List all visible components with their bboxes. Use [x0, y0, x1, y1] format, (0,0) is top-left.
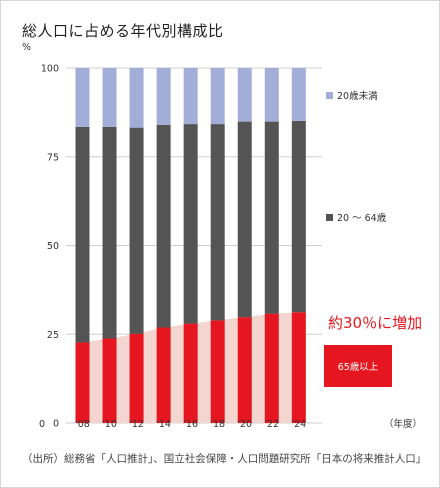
bar-65plus-18	[210, 320, 225, 423]
bar-65plus-16	[183, 323, 198, 423]
x-tick-label: '18	[210, 419, 225, 430]
legend-swatch-20-64	[326, 214, 333, 221]
y-axis-unit: %	[22, 42, 31, 53]
bar-20-64-20	[237, 121, 252, 318]
bar-20-64-18	[210, 124, 225, 321]
bar-65plus-12	[129, 333, 144, 423]
y-axis: 0 25 50 75 100%	[22, 42, 59, 430]
y-tick-label: 25	[47, 330, 59, 341]
chart-title: 総人口に占める年代別構成比	[22, 22, 224, 40]
bar-20-64-12	[129, 127, 144, 334]
x-tick-label: '10	[102, 419, 117, 430]
annotation-text: 約30％に増加	[328, 314, 422, 332]
legend-label-under20: 20歳未満	[337, 90, 378, 102]
x-axis-unit: （年度）	[384, 418, 422, 430]
bar-20-64-24	[291, 120, 306, 313]
annotation-group: 約30％に増加 65歳以上	[324, 314, 422, 387]
x-axis: 0 '08 '10 '12 '14 '16 '18 '20 '22 '24 （年度）	[39, 418, 422, 430]
bar-65plus-14	[156, 327, 171, 423]
x-tick-label: '12	[129, 419, 144, 430]
y-tick-label: 75	[47, 152, 59, 163]
bar-65plus-10	[102, 338, 117, 423]
bar-under20-18	[210, 68, 225, 125]
bar-under20-16	[183, 68, 198, 125]
legend: 20歳未満 20 ～ 64歳	[326, 90, 387, 224]
legend-label-65plus: 65歳以上	[338, 361, 379, 373]
x-origin-label: 0	[39, 419, 45, 430]
x-tick-label: '24	[291, 419, 306, 430]
bar-20-64-10	[102, 126, 117, 339]
bar-65plus-22	[264, 313, 279, 423]
bar-under20-08	[75, 68, 90, 127]
y-tick-label: 100	[41, 64, 59, 75]
bar-under20-24	[291, 68, 306, 121]
bar-20-64-14	[156, 124, 171, 328]
y-tick-label: 0	[53, 419, 59, 430]
x-tick-label: '16	[183, 419, 198, 430]
bar-under20-22	[264, 68, 279, 122]
bar-20-64-08	[75, 126, 90, 343]
legend-swatch-under20	[326, 92, 333, 99]
legend-box-65plus	[324, 345, 392, 387]
bar-20-64-16	[183, 124, 198, 324]
x-tick-label: '14	[156, 419, 171, 430]
x-tick-label: '20	[237, 419, 252, 430]
legend-label-20-64: 20 ～ 64歳	[337, 212, 387, 224]
bar-under20-14	[156, 68, 171, 125]
bar-under20-12	[129, 68, 144, 128]
bar-under20-10	[102, 68, 117, 127]
y-tick-label: 50	[47, 241, 59, 252]
bar-65plus-08	[75, 342, 90, 423]
x-tick-label: '08	[75, 419, 90, 430]
bar-20-64-22	[264, 121, 279, 314]
x-tick-label: '22	[264, 419, 279, 430]
bar-under20-20	[237, 68, 252, 122]
source-note: （出所）総務省「人口推計」、国立社会保障・人口問題研究所「日本の将来推計人口」	[22, 453, 427, 465]
bar-65plus-20	[237, 317, 252, 423]
bar-65plus-24	[291, 312, 306, 423]
bar-series	[75, 68, 306, 423]
